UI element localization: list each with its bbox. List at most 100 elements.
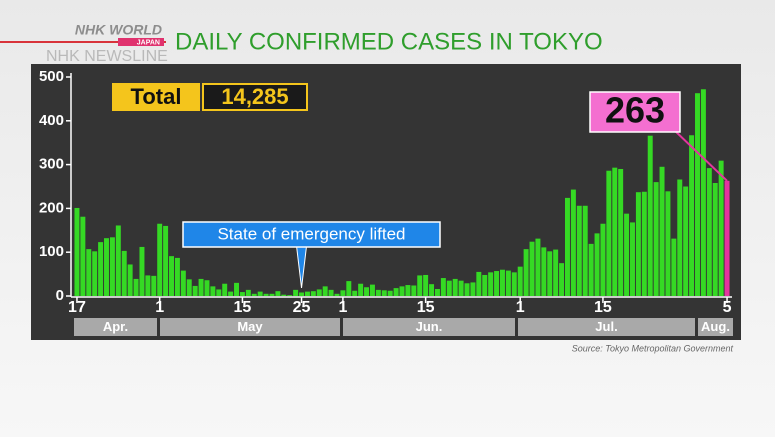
bar [677, 179, 683, 296]
bar [316, 289, 322, 296]
month-label: Apr. [103, 319, 128, 334]
callout-leader [671, 127, 728, 182]
logo-sub-box [118, 38, 164, 46]
annotation-box [182, 221, 441, 248]
bar [683, 186, 689, 296]
bar [488, 272, 494, 296]
month-box [698, 318, 733, 336]
bar [198, 278, 204, 296]
bar [245, 289, 251, 296]
bar [352, 290, 358, 296]
x-tick-label: 1 [155, 299, 164, 316]
bar [304, 291, 310, 296]
bar [257, 291, 263, 296]
bar [393, 288, 399, 296]
bar [115, 225, 121, 296]
bar [706, 168, 712, 296]
bar [564, 197, 570, 296]
bar [618, 168, 624, 296]
bar [482, 274, 488, 296]
bar [192, 285, 198, 296]
bar [104, 238, 109, 296]
bar [570, 189, 576, 296]
month-box [160, 318, 340, 336]
bar [452, 278, 458, 296]
bar [600, 223, 606, 296]
bar [310, 291, 316, 296]
bar [541, 247, 547, 296]
total-label-box [112, 83, 200, 111]
x-tick-label: 15 [234, 299, 252, 316]
bar [712, 182, 718, 296]
bar [328, 289, 334, 296]
bar [458, 280, 464, 296]
bar [630, 222, 635, 296]
bar [559, 263, 565, 296]
bar [594, 233, 600, 296]
bar [157, 223, 163, 296]
x-tick-label: 17 [68, 299, 86, 316]
logo-sub: JAPAN [137, 39, 160, 46]
bar [689, 135, 695, 296]
bar [340, 290, 346, 296]
bar [133, 278, 139, 296]
y-tick-label: 500 [39, 68, 64, 85]
total-value: 14,285 [221, 84, 288, 109]
bar [417, 275, 423, 296]
bar [535, 238, 541, 296]
bar [169, 256, 174, 296]
month-box [343, 318, 515, 336]
bar [251, 293, 257, 296]
bar [695, 93, 700, 297]
callout-box [589, 91, 681, 133]
total-value-box [202, 83, 308, 111]
program-name: NHK NEWSLINE [46, 48, 168, 65]
bar [464, 283, 470, 296]
logo: NHK WORLD [75, 22, 162, 38]
bar [109, 237, 115, 296]
bar [86, 249, 92, 296]
bar [547, 251, 553, 296]
bar [121, 250, 127, 296]
y-tick-label: 300 [39, 156, 64, 173]
bar [671, 238, 677, 296]
bar [263, 293, 269, 296]
y-tick-label: 400 [39, 112, 64, 129]
bar [440, 278, 446, 296]
bar [80, 216, 86, 296]
bar [228, 291, 234, 296]
bar [576, 205, 582, 296]
month-label: Aug. [701, 319, 730, 334]
bar [387, 290, 393, 296]
value-label: 263 [605, 90, 665, 131]
bar [429, 284, 435, 296]
bar [74, 207, 80, 296]
bar [423, 274, 429, 296]
y-tick-label: 200 [39, 199, 64, 216]
source: Source: Tokyo Metropolitan Government [572, 343, 734, 353]
month-label: May [237, 319, 263, 334]
bar [399, 286, 405, 296]
month-box [518, 318, 695, 336]
bar [588, 243, 594, 296]
bar [529, 241, 535, 296]
x-tick-label: 15 [417, 299, 435, 316]
bar [405, 285, 411, 296]
bar [358, 283, 364, 296]
bar [582, 205, 588, 296]
bar [239, 292, 245, 296]
bar [216, 289, 222, 296]
bar [641, 191, 647, 296]
bar [145, 275, 151, 296]
bar [269, 293, 275, 296]
bar [523, 249, 529, 296]
bar [718, 160, 724, 296]
bar [334, 293, 340, 296]
bar [139, 246, 145, 296]
x-tick-label: 5 [723, 299, 732, 316]
chart-title: DAILY CONFIRMED CASES IN TOKYO [175, 28, 603, 55]
bar [127, 264, 133, 296]
bar [411, 285, 417, 296]
bar [659, 166, 665, 296]
